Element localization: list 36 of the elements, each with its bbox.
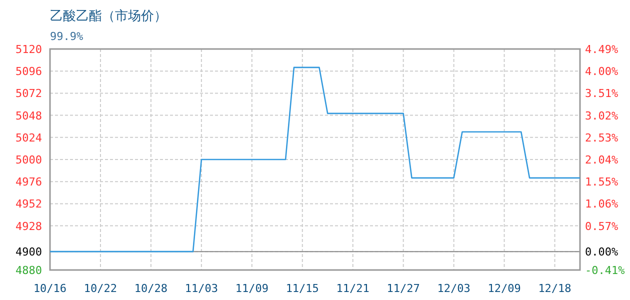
x-tick-label: 12/09 — [488, 282, 521, 295]
x-tick-label: 12/03 — [437, 282, 470, 295]
x-tick-label: 10/16 — [33, 282, 67, 295]
y-tick-label: 5000 — [16, 154, 42, 166]
x-tick-label: 12/18 — [538, 282, 572, 295]
y-tick-label: 5048 — [16, 109, 42, 122]
y2-tick-label: 2.04% — [585, 154, 618, 166]
y2-tick-label: -0.41% — [585, 264, 626, 277]
y-tick-label: 5096 — [16, 65, 42, 78]
x-tick-label: 11/27 — [386, 282, 420, 295]
chart-subtitle: 99.9% — [50, 30, 84, 43]
x-tick-label: 11/03 — [184, 282, 218, 295]
line-series — [49, 66, 581, 252]
y-tick-label: 4880 — [16, 264, 42, 277]
x-tick-label: 10/22 — [84, 282, 118, 295]
y2-tick-label: 0.00% — [585, 246, 618, 259]
y-tick-label: 5072 — [16, 87, 42, 100]
x-tick-label: 11/09 — [235, 282, 268, 295]
y2-tick-label: 4.49% — [585, 43, 618, 56]
x-tick-label: 11/15 — [286, 282, 319, 295]
y2-tick-label: 1.55% — [585, 176, 618, 189]
y-tick-label: 4976 — [16, 176, 42, 189]
y2-tick-label: 3.02% — [585, 109, 618, 122]
y-tick-label: 5120 — [16, 43, 42, 56]
y2-tick-label: 0.57% — [585, 220, 618, 233]
y2-tick-label: 4.00% — [585, 65, 618, 78]
y-tick-label: 4928 — [16, 220, 42, 233]
chart-title: 乙酸乙酯（市场价） — [50, 9, 167, 24]
x-tick-label: 11/21 — [336, 282, 370, 295]
y-tick-label: 4952 — [16, 198, 42, 211]
y2-tick-label: 2.53% — [585, 131, 618, 144]
y-tick-label: 4900 — [16, 246, 42, 259]
y2-tick-label: 3.51% — [585, 87, 618, 100]
y2-tick-label: 1.06% — [585, 198, 618, 211]
y-tick-label: 5024 — [16, 131, 42, 144]
x-tick-label: 10/28 — [134, 282, 168, 295]
